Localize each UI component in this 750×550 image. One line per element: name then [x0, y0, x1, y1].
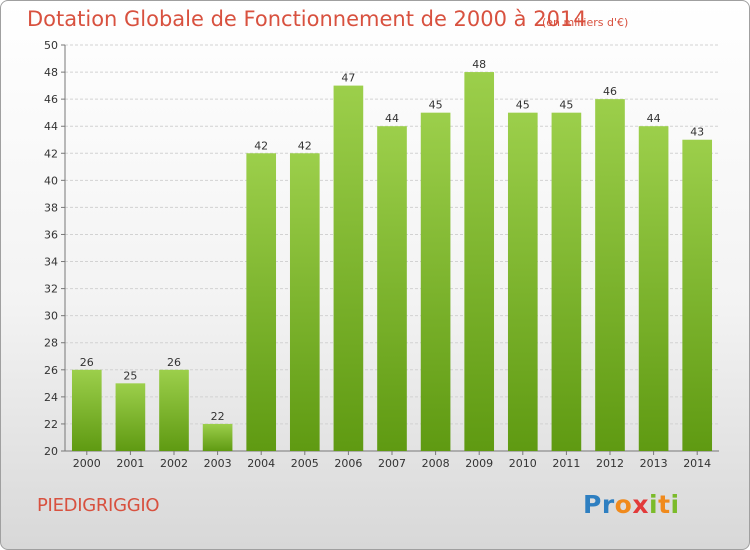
x-tick-label: 2001: [116, 457, 144, 470]
y-tick-label: 38: [44, 201, 58, 214]
y-tick-label: 30: [44, 310, 58, 323]
y-tick-label: 42: [44, 147, 58, 160]
x-tick-label: 2003: [204, 457, 232, 470]
chart-unit-note: (en milliers d'€): [542, 16, 629, 29]
x-tick-label: 2012: [596, 457, 624, 470]
y-tick-label: 26: [44, 364, 58, 377]
bar: [202, 423, 233, 451]
x-tick-label: 2007: [378, 457, 406, 470]
chart-title: Dotation Globale de Fonctionnement de 20…: [27, 7, 587, 31]
data-label: 47: [341, 72, 355, 85]
data-label: 42: [298, 139, 312, 152]
data-label: 48: [472, 58, 486, 71]
data-label: 42: [254, 139, 268, 152]
bar: [377, 126, 407, 451]
bar: [159, 369, 189, 451]
bar: [246, 153, 277, 451]
x-tick-label: 2009: [465, 457, 493, 470]
y-tick-label: 46: [44, 93, 58, 106]
x-tick-label: 2010: [509, 457, 537, 470]
data-label: 44: [385, 112, 399, 125]
y-tick-label: 50: [44, 39, 58, 52]
data-labels: 26 25 26 22 42 42 47 44 45 48 45 45 46 44 43: [80, 58, 704, 423]
data-label: 45: [559, 99, 573, 112]
bar: [289, 153, 320, 451]
bar: [420, 112, 451, 452]
y-tick-label: 34: [44, 256, 58, 269]
bars: [71, 72, 713, 452]
y-tick-label: 40: [44, 174, 58, 187]
bar: [115, 383, 146, 451]
y-tick-label: 48: [44, 66, 58, 79]
bar: [551, 112, 582, 452]
y-tick-label: 32: [44, 283, 58, 296]
y-tick-labels: 20 22 24 26 28 30 32 34 36 38 40 42 44 46 48 50: [44, 39, 58, 458]
bar: [464, 72, 495, 452]
x-tick-label: 2013: [640, 457, 668, 470]
y-tick-label: 24: [44, 391, 58, 404]
y-tick-label: 44: [44, 120, 58, 133]
bar: [638, 126, 669, 451]
bar: [682, 139, 713, 451]
bar: [507, 112, 538, 452]
x-tick-label: 2008: [422, 457, 450, 470]
y-tick-label: 20: [44, 445, 58, 458]
y-tick-label: 28: [44, 337, 58, 350]
bar: [71, 369, 102, 451]
x-tick-label: 2000: [73, 457, 101, 470]
commune-name: PIEDIGRIGGIO: [37, 495, 160, 516]
bar: [595, 99, 625, 451]
x-tick-labels: 2000 2001 2002 2003 2004 2005 2006 2007 2008 2009…: [73, 457, 711, 470]
x-tick-label: 2005: [291, 457, 319, 470]
data-label: 43: [690, 126, 704, 139]
x-tick-label: 2004: [247, 457, 275, 470]
x-tick-label: 2002: [160, 457, 188, 470]
y-tick-label: 22: [44, 418, 58, 431]
data-label: 25: [123, 369, 137, 382]
data-label: 26: [167, 356, 181, 369]
proxiti-logo[interactable]: Proxiti: [583, 490, 680, 519]
data-label: 22: [211, 410, 225, 423]
data-label: 44: [647, 112, 661, 125]
x-tick-label: 2011: [552, 457, 580, 470]
data-label: 26: [80, 356, 94, 369]
data-label: 45: [516, 99, 530, 112]
x-tick-label: 2014: [683, 457, 711, 470]
y-tick-label: 36: [44, 228, 58, 241]
data-label: 45: [429, 99, 443, 112]
data-label: 46: [603, 85, 617, 98]
bar: [333, 85, 364, 451]
x-tick-label: 2006: [334, 457, 362, 470]
